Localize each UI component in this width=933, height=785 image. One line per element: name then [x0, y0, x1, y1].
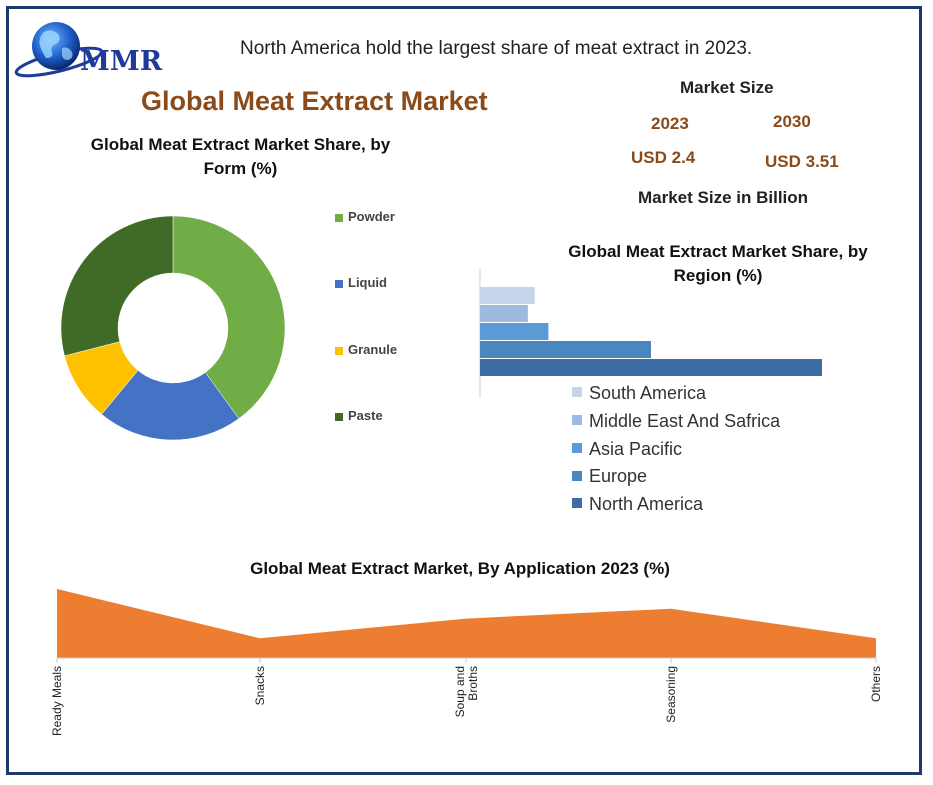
form-legend-paste: Paste	[335, 408, 383, 423]
application-tick-label: Snacks	[253, 666, 267, 705]
legend-swatch	[572, 498, 582, 509]
legend-label: Powder	[348, 209, 395, 224]
market-size-value-end: USD 3.51	[765, 152, 839, 171]
application-area	[57, 589, 876, 658]
region-bar-europe	[480, 341, 651, 358]
application-tick-label: Seasoning	[664, 666, 678, 723]
outer-frame	[6, 6, 922, 775]
form-chart-title: Global Meat Extract Market Share, by For…	[90, 135, 391, 178]
page-title: Global Meat Extract Market	[141, 86, 488, 116]
region-bar-south-america	[480, 287, 535, 304]
application-tick-label: Soup andBroths	[453, 666, 480, 717]
legend-swatch	[335, 213, 343, 222]
form-legend-liquid: Liquid	[335, 275, 387, 290]
legend-swatch	[572, 415, 582, 426]
legend-swatch	[572, 470, 582, 481]
mmr-globe-logo-icon	[14, 22, 104, 78]
legend-label: Liquid	[348, 275, 387, 290]
donut-slice-liquid	[101, 370, 240, 441]
form-legend-powder: Powder	[335, 209, 395, 224]
region-legend-south-america: South America	[572, 383, 706, 404]
legend-swatch	[335, 412, 343, 421]
market-size-year-start: 2023	[651, 114, 689, 133]
market-size-year-end: 2030	[773, 112, 811, 131]
market-size-heading: Market Size	[680, 78, 774, 97]
market-size-unit-note: Market Size in Billion	[638, 188, 809, 207]
application-tick-label: Ready Meals	[50, 666, 64, 736]
donut-slice-powder	[172, 215, 286, 419]
application-chart-title: Global Meat Extract Market, By Applicati…	[250, 559, 670, 578]
region-chart-title: Global Meat Extract Market Share, by Reg…	[568, 242, 868, 285]
legend-swatch	[572, 442, 582, 453]
logo-text: MMR	[80, 46, 163, 77]
region-bar-middle-east-and-safrica	[480, 305, 528, 322]
legend-swatch	[335, 346, 343, 355]
region-legend-europe: Europe	[572, 466, 647, 487]
headline: North America hold the largest share of …	[240, 38, 753, 59]
legend-label: Europe	[589, 466, 648, 487]
region-legend-north-america: North America	[572, 494, 703, 515]
region-legend-middle-east-and-safrica: Middle East And Safrica	[572, 411, 780, 432]
legend-label: Middle East And Safrica	[589, 410, 781, 431]
legend-label: North America	[589, 494, 704, 515]
legend-label: Granule	[348, 342, 398, 357]
region-legend-asia-pacific: Asia Pacific	[572, 439, 682, 460]
legend-label: Paste	[348, 408, 383, 423]
legend-label: Asia Pacific	[589, 438, 683, 459]
legend-swatch	[335, 279, 343, 288]
region-bar-north-america	[480, 359, 822, 376]
donut-slice-paste	[60, 215, 174, 357]
form-legend-granule: Granule	[335, 342, 397, 357]
market-size-value-start: USD 2.4	[631, 148, 696, 167]
region-bar-asia-pacific	[480, 323, 549, 340]
legend-swatch	[572, 387, 582, 398]
application-tick-label: Others	[869, 666, 883, 702]
legend-label: South America	[589, 383, 707, 403]
